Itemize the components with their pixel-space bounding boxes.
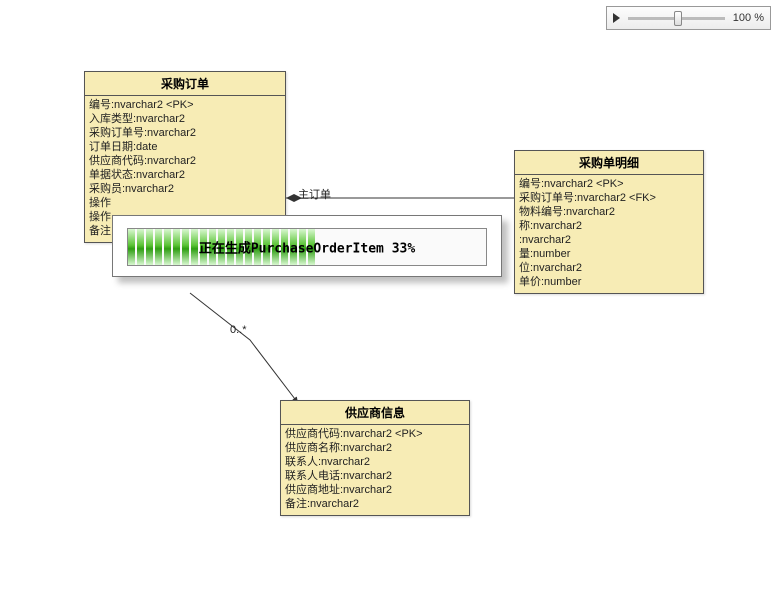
entity-field: 采购订单号:nvarchar2 <FK>	[519, 191, 699, 205]
entity-field: 联系人:nvarchar2	[285, 455, 465, 469]
entity-field: 供应商代码:nvarchar2 <PK>	[285, 427, 465, 441]
entity-field: 量:number	[519, 247, 699, 261]
entity-field: 联系人电话:nvarchar2	[285, 469, 465, 483]
entity-field: 采购订单号:nvarchar2	[89, 126, 281, 140]
entity-field: 供应商地址:nvarchar2	[285, 483, 465, 497]
entity-field: 单据状态:nvarchar2	[89, 168, 281, 182]
progress-bar: 正在生成PurchaseOrderItem 33%	[127, 228, 487, 266]
entity-fields: 编号:nvarchar2 <PK>采购订单号:nvarchar2 <FK>物料编…	[515, 175, 703, 293]
entity-fields: 供应商代码:nvarchar2 <PK>供应商名称:nvarchar2联系人:n…	[281, 425, 469, 515]
entity-field: 编号:nvarchar2 <PK>	[519, 177, 699, 191]
entity-field: 操作	[89, 196, 281, 210]
entity-title: 供应商信息	[281, 401, 469, 425]
multiplicity-label: 0..*	[230, 324, 247, 336]
entity-field: 备注:nvarchar2	[285, 497, 465, 511]
entity-title: 采购单明细	[515, 151, 703, 175]
zoom-slider[interactable]: 100 %	[606, 6, 771, 30]
entity-supplier[interactable]: 供应商信息 供应商代码:nvarchar2 <PK>供应商名称:nvarchar…	[280, 400, 470, 516]
entity-field: 物料编号:nvarchar2	[519, 205, 699, 219]
entity-field: 编号:nvarchar2 <PK>	[89, 98, 281, 112]
entity-title: 采购订单	[85, 72, 285, 96]
relation-label-main-order: 主订单	[298, 186, 331, 202]
entity-field: 位:nvarchar2	[519, 261, 699, 275]
entity-field: :nvarchar2	[519, 233, 699, 247]
entity-field: 采购员:nvarchar2	[89, 182, 281, 196]
progress-text: 正在生成PurchaseOrderItem 33%	[128, 238, 486, 257]
progress-dialog: 正在生成PurchaseOrderItem 33%	[112, 215, 502, 277]
entity-purchase-order-item[interactable]: 采购单明细 编号:nvarchar2 <PK>采购订单号:nvarchar2 <…	[514, 150, 704, 294]
entity-field: 称:nvarchar2	[519, 219, 699, 233]
slider-thumb[interactable]	[674, 11, 682, 26]
entity-field: 供应商名称:nvarchar2	[285, 441, 465, 455]
entity-field: 供应商代码:nvarchar2	[89, 154, 281, 168]
entity-field: 订单日期:date	[89, 140, 281, 154]
slider-track[interactable]	[628, 17, 725, 20]
play-icon[interactable]	[613, 13, 620, 23]
entity-field: 入库类型:nvarchar2	[89, 112, 281, 126]
zoom-value: 100 %	[733, 12, 764, 24]
entity-field: 单价:number	[519, 275, 699, 289]
